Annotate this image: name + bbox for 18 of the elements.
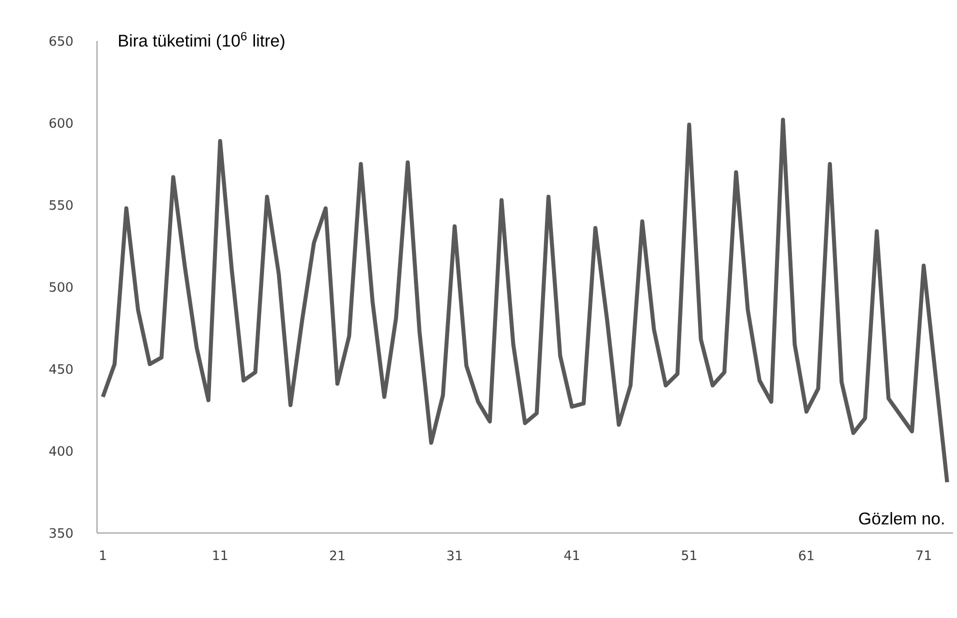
- y-tick-label: 400: [49, 446, 73, 456]
- y-axis-title: Bira tüketimi (10$^{6}$ litre): [119, 32, 284, 50]
- x-tick-label: 11: [213, 550, 228, 560]
- y-tick-label: 350: [50, 528, 73, 538]
- y-tick-label: 550: [50, 200, 73, 210]
- x-axis-title: Gözlem no.: [859, 512, 944, 525]
- x-tick-label: 61: [799, 550, 814, 560]
- x-tick-label: 21: [330, 550, 344, 560]
- y-tick-label: 500: [50, 282, 73, 292]
- x-tick-label: 41: [564, 550, 579, 560]
- y-tick-label: 600: [50, 118, 73, 128]
- x-tick-label: 71: [916, 550, 931, 560]
- y-tick-label: 650: [50, 36, 73, 46]
- x-tick-label: 51: [682, 550, 696, 560]
- line-series: [100, 118, 950, 484]
- y-tick-label: 450: [49, 364, 73, 374]
- x-tick-label: 1: [100, 550, 106, 560]
- x-tick-label: 31: [447, 550, 462, 560]
